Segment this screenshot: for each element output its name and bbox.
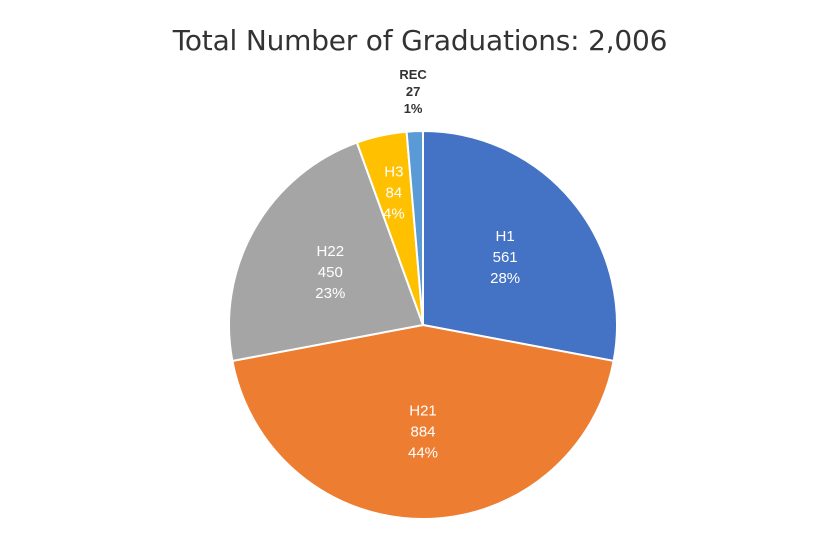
slice-percent: 44% xyxy=(408,445,438,462)
slice-value: 561 xyxy=(493,249,518,266)
slice-percent: 4% xyxy=(383,205,405,222)
slice-percent: 23% xyxy=(315,285,345,302)
slice-percent: 1% xyxy=(404,101,423,116)
slice-label-h22: H22 450 23% xyxy=(315,243,345,302)
slice-name: H3 xyxy=(384,163,403,180)
slice-value: 450 xyxy=(318,264,343,281)
pie-slice-rec xyxy=(405,129,424,326)
pie-slice-h21 xyxy=(231,323,615,520)
slice-name: H1 xyxy=(496,228,515,245)
slice-name: H21 xyxy=(409,403,437,420)
slice-label-h21: H21 884 44% xyxy=(408,403,438,462)
slice-value: 884 xyxy=(410,424,435,441)
slice-label-rec: REC 27 1% xyxy=(399,67,427,116)
slice-value: 84 xyxy=(386,184,403,201)
slice-value: 27 xyxy=(406,84,420,99)
slice-percent: 28% xyxy=(490,270,520,287)
pie-slice-h22 xyxy=(228,141,425,363)
slice-label-h3: H3 84 4% xyxy=(383,163,405,222)
slice-name: REC xyxy=(399,67,427,82)
chart-title: Total Number of Graduations: 2,006 xyxy=(172,24,668,57)
slice-label-h1: H1 561 28% xyxy=(490,228,520,287)
slice-name: H22 xyxy=(317,243,345,260)
pie-slice-h1 xyxy=(422,129,618,363)
